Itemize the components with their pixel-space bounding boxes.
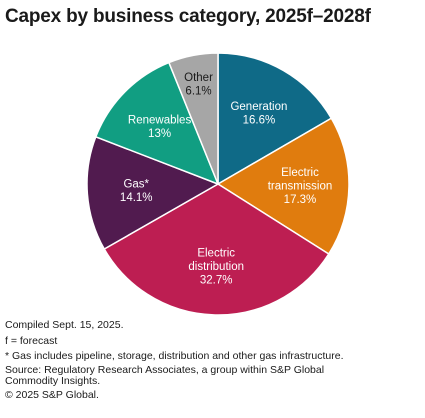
pie-value-label: 32.7% xyxy=(200,274,233,286)
pie-label-0: Generation 16.6% xyxy=(230,101,287,127)
pie-slice-2 xyxy=(103,183,330,316)
footnotes: Compiled Sept. 15, 2025. f = forecast * … xyxy=(5,318,345,403)
chart-title: Capex by business category, 2025f–2028f xyxy=(5,6,371,27)
pie-category-label: transmission xyxy=(268,181,333,193)
pie-label-1: Electric transmission 17.3% xyxy=(268,167,333,206)
gas-footnote: * Gas includes pipeline, storage, distri… xyxy=(5,350,344,362)
pie-slice-0 xyxy=(217,52,333,186)
pie-chart: Generation 16.6% Electric transmission 17.3%… xyxy=(86,52,350,316)
pie-slice-4 xyxy=(94,61,220,186)
pie-category-label: Electric xyxy=(281,167,319,179)
pie-category-label: Renewables xyxy=(128,115,192,127)
source-note: Source: Regulatory Research Associates, … xyxy=(5,363,325,387)
pie-category-label: Electric xyxy=(197,247,235,259)
pie-category-label: Other xyxy=(184,72,213,84)
pie-labels: Generation 16.6% Electric transmission 17.3%… xyxy=(120,72,332,286)
pie-value-label: 13% xyxy=(148,128,171,140)
pie-category-label: Generation xyxy=(230,101,287,113)
pie-category-label: distribution xyxy=(188,261,244,273)
pie-label-5: Other 6.1% xyxy=(184,72,213,98)
pie-value-label: 16.6% xyxy=(243,115,276,127)
copyright-note: © 2025 S&P Global. xyxy=(5,388,99,401)
pie-value-label: 14.1% xyxy=(120,192,153,204)
pie-label-3: Gas* 14.1% xyxy=(120,178,153,204)
compiled-note: Compiled Sept. 15, 2025. xyxy=(5,319,124,331)
pie-slice-5 xyxy=(167,52,219,185)
pie-value-label: 17.3% xyxy=(284,194,317,206)
pie-label-4: Renewables 13% xyxy=(128,115,192,141)
pie-slices xyxy=(86,52,350,316)
pie-value-label: 6.1% xyxy=(185,86,211,98)
forecast-note: f = forecast xyxy=(5,334,58,347)
pie-label-2: Electric distribution 32.7% xyxy=(188,247,244,286)
pie-slice-1 xyxy=(216,117,350,256)
pie-slice-3 xyxy=(86,135,220,251)
pie-category-label: Gas* xyxy=(123,178,149,190)
